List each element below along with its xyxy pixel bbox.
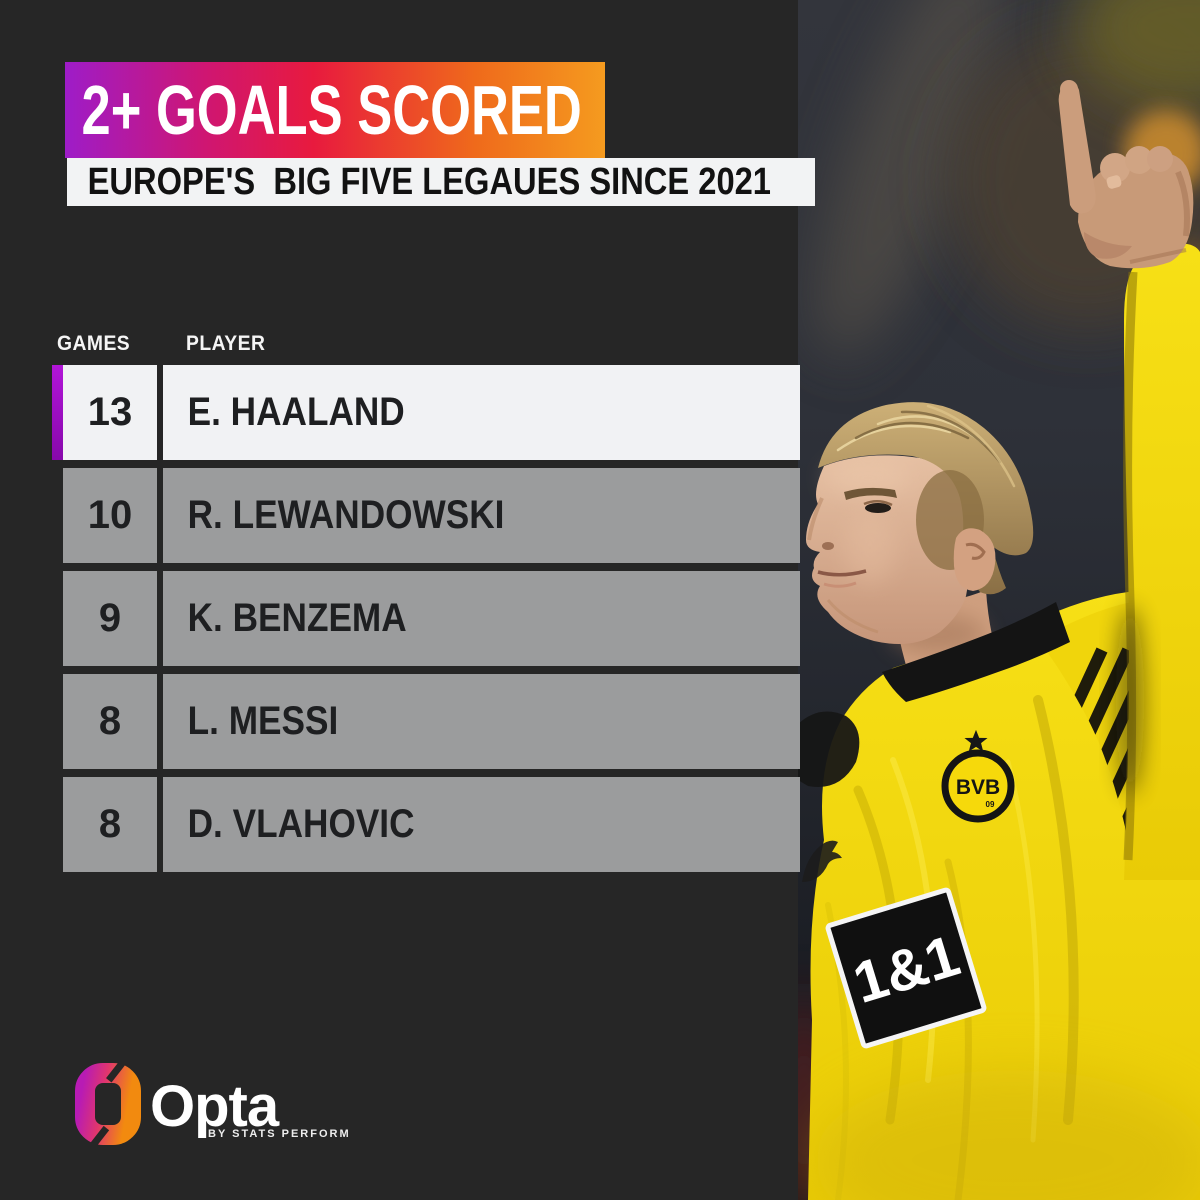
pointing-hand — [1058, 80, 1194, 269]
games-cell: 9 — [63, 571, 157, 666]
table-row: 8 D. VLAHOVIC — [0, 777, 800, 872]
nostril — [822, 542, 834, 550]
brand-byline: BY STATS PERFORM — [208, 1128, 351, 1140]
index-finger — [1058, 82, 1096, 214]
forehead-highlight — [826, 460, 910, 496]
eyelid — [863, 500, 893, 507]
hair-strands — [836, 404, 1016, 488]
table-row: 9 K. BENZEMA — [0, 571, 800, 666]
fingernail — [1106, 175, 1122, 189]
chin-shadow — [826, 599, 879, 634]
page-title: 2+ GOALS SCORED — [81, 71, 582, 149]
crest-star-icon — [964, 729, 988, 752]
player-cell: K. BENZEMA — [163, 571, 800, 666]
player-name: K. BENZEMA — [187, 596, 407, 640]
brand-name: Opta — [150, 1074, 279, 1139]
nose-bridge — [807, 497, 824, 541]
opta-logo-icon — [75, 1062, 141, 1146]
eyebrow — [844, 487, 897, 500]
games-cell: 13 — [63, 365, 157, 460]
crest-text: BVB — [956, 776, 1000, 799]
eye — [865, 503, 891, 513]
player-name: E. HAALAND — [187, 390, 405, 434]
highlight-accent-bar — [52, 365, 63, 460]
player-name: D. VLAHOVIC — [187, 802, 415, 846]
player-cell: E. HAALAND — [163, 365, 800, 460]
page-subtitle: EUROPE'S BIG FIVE LEGAUES SINCE 2021 — [87, 160, 771, 203]
mouth — [817, 569, 867, 577]
collar — [882, 602, 1070, 702]
puma-logo-icon — [802, 840, 842, 882]
player-photo: BVB 09 1&1 — [798, 0, 1200, 1200]
ear-inner — [965, 542, 986, 560]
olive-glow — [1073, 0, 1200, 108]
games-cell: 8 — [63, 674, 157, 769]
sponsor-patch: 1&1 — [825, 887, 987, 1049]
thumb — [1084, 232, 1132, 259]
table-row: 10 R. LEWANDOWSKI — [0, 468, 800, 563]
cheek-highlight — [844, 512, 896, 584]
player-name: R. LEWANDOWSKI — [187, 493, 505, 537]
light-streak — [815, 0, 1001, 358]
column-header-games: GAMES — [57, 332, 131, 355]
games-cell: 8 — [63, 777, 157, 872]
wrist-crease — [1129, 248, 1187, 264]
bvb-crest: BVB 09 — [941, 749, 1015, 823]
column-header-player: PLAYER — [186, 332, 266, 355]
player-cell: D. VLAHOVIC — [163, 777, 800, 872]
lower-lip — [823, 581, 857, 588]
player-cell: L. MESSI — [163, 674, 800, 769]
table-row: 8 L. MESSI — [0, 674, 800, 769]
games-cell: 10 — [63, 468, 157, 563]
jersey-shadow — [813, 1070, 1200, 1200]
player-name: L. MESSI — [187, 699, 339, 743]
head — [806, 402, 1034, 644]
table-row: 13 E. HAALAND — [0, 365, 800, 460]
crest-number: 09 — [986, 800, 995, 809]
title-banner: 2+ GOALS SCORED — [65, 62, 605, 158]
armpit-shadow — [1116, 605, 1144, 795]
subtitle-bar: EUROPE'S BIG FIVE LEGAUES SINCE 2021 — [67, 158, 815, 206]
player-cell: R. LEWANDOWSKI — [163, 468, 800, 563]
haaland-figure: BVB 09 1&1 — [798, 0, 1200, 1200]
shoulder-panel — [798, 711, 860, 787]
